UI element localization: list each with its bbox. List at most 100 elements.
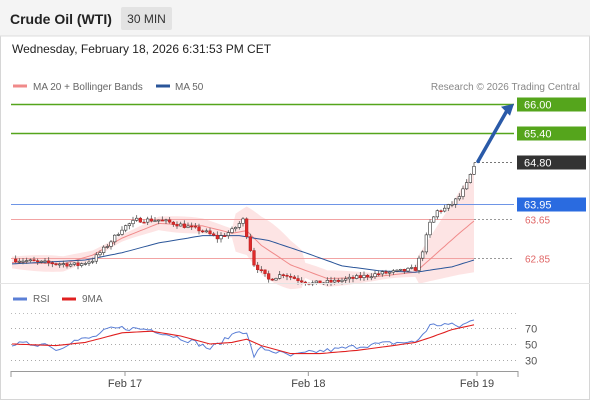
candle — [149, 215, 153, 223]
candle — [457, 193, 461, 201]
candle — [50, 260, 54, 268]
candle-body — [142, 221, 146, 224]
candle-body — [237, 223, 241, 228]
candle-body — [153, 220, 157, 222]
candle — [358, 272, 362, 281]
candle-body — [391, 270, 395, 273]
header-bar — [0, 0, 590, 36]
candle-body — [157, 219, 161, 222]
candle — [182, 220, 186, 229]
candle-body — [270, 278, 274, 281]
candle-body — [212, 233, 216, 236]
candle-body — [369, 276, 373, 279]
candle — [325, 277, 329, 286]
candle — [256, 261, 260, 274]
candle-body — [435, 210, 439, 218]
candle — [109, 240, 113, 250]
candle — [142, 219, 146, 224]
current-price-box — [517, 197, 586, 212]
candle-body — [454, 198, 458, 205]
projection-arrow — [476, 103, 514, 164]
candle-body — [226, 232, 230, 237]
candle-body — [410, 267, 414, 269]
candle-body — [388, 271, 392, 274]
candle — [91, 257, 95, 265]
ma50-legend-label: MA 50 — [175, 82, 204, 93]
candle — [113, 234, 117, 246]
rsi-pane: 70 50 30 — [11, 313, 537, 368]
credit-label: Research © 2026 Trading Central — [431, 82, 580, 93]
candle-body — [28, 259, 32, 262]
candle — [472, 162, 476, 176]
candle — [201, 229, 205, 234]
candle-body — [439, 210, 443, 213]
candle — [399, 268, 403, 272]
levels-layer — [11, 103, 514, 259]
candle-body — [377, 273, 381, 276]
candle-body — [314, 280, 318, 284]
candle-body — [168, 219, 172, 223]
candle — [164, 218, 168, 225]
candle — [32, 256, 36, 262]
candle — [366, 273, 370, 281]
candle — [406, 267, 410, 273]
candle-body — [384, 271, 388, 274]
candle-body — [138, 217, 142, 223]
level-labels: 66.00 65.40 64.80 63.95 63.65 62.85 — [517, 97, 586, 266]
candle — [193, 223, 197, 229]
candle — [215, 231, 219, 243]
candle — [102, 245, 106, 256]
candle-body — [120, 229, 124, 235]
candle — [395, 269, 399, 273]
candle — [131, 216, 135, 228]
candle — [223, 232, 227, 237]
candle — [54, 262, 58, 266]
candle — [384, 269, 388, 275]
datetime-label: Wednesday, February 18, 2026 6:31:53 PM … — [12, 42, 272, 56]
candle-body — [76, 262, 80, 266]
candle-body — [36, 260, 40, 263]
candle — [362, 271, 366, 281]
candle-body — [54, 263, 58, 266]
candle — [138, 216, 142, 223]
candle-body — [146, 218, 150, 223]
candle — [289, 273, 293, 281]
candle — [230, 226, 234, 234]
candle-body — [124, 225, 128, 231]
candle-body — [182, 223, 186, 228]
candle — [443, 204, 447, 213]
candle-body — [421, 251, 425, 259]
candle-body — [98, 252, 102, 256]
candle-body — [102, 246, 106, 253]
timeframe-badge[interactable] — [121, 7, 172, 30]
candle-body — [241, 218, 245, 224]
candle-body — [61, 263, 65, 265]
candle — [402, 268, 406, 274]
candle-body — [208, 230, 212, 235]
candle — [285, 273, 289, 281]
candle-body — [395, 269, 399, 272]
resistance-label-box — [517, 97, 586, 112]
candle-body — [190, 225, 194, 228]
candle-body — [17, 260, 21, 263]
candle-body — [94, 254, 98, 262]
candle — [351, 275, 355, 283]
x-axis: Feb 17 Feb 18 Feb 19 — [108, 371, 494, 390]
candle-body — [69, 264, 73, 267]
candle — [135, 215, 139, 222]
candle-body — [274, 278, 278, 281]
candle — [270, 278, 274, 281]
candle — [47, 257, 51, 267]
candle — [292, 275, 296, 280]
candle-body — [402, 269, 406, 272]
candle — [17, 258, 21, 264]
candle-body — [215, 234, 219, 240]
candle — [263, 269, 267, 277]
rsi-line — [11, 319, 475, 359]
support-label: 62.85 — [525, 255, 550, 266]
candle-body — [461, 188, 465, 197]
ma9-legend-label: 9MA — [82, 294, 103, 305]
candle-body — [457, 196, 461, 200]
candle — [171, 220, 175, 227]
